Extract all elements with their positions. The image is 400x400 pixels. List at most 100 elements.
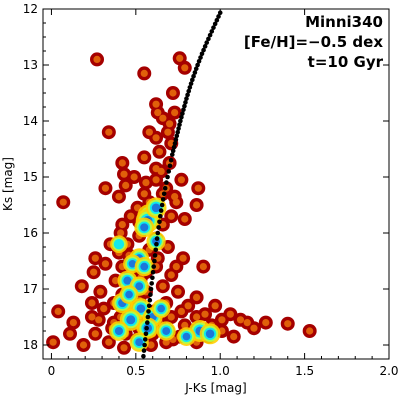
star-point-core (93, 55, 101, 64)
star-point-core (101, 184, 110, 192)
star-point-core (164, 243, 172, 251)
star-point-core (91, 330, 99, 338)
isochrone-point (187, 85, 193, 90)
y-tick-label: 14 (23, 114, 38, 128)
star-point-core (155, 148, 164, 156)
star-point-core (177, 307, 185, 315)
star-point-core (122, 181, 130, 189)
isochrone-point (148, 286, 154, 292)
star-point-core (130, 173, 138, 181)
star-point-core (171, 193, 179, 201)
star-point-core (100, 305, 108, 313)
star-point-core (69, 319, 77, 327)
y-tick-label: 13 (23, 58, 38, 72)
isochrone-point (182, 103, 187, 109)
x-tick-label: 1.5 (295, 364, 314, 378)
star-point-core (181, 64, 189, 72)
y-tick-label: 18 (23, 338, 38, 352)
isochrone-point (150, 269, 156, 275)
isochrone-point (155, 230, 161, 236)
isochrone-point (177, 122, 182, 128)
isochrone-point (171, 144, 177, 150)
isochrone-point (199, 51, 205, 57)
star-point-core (181, 215, 189, 223)
isochrone-point (180, 111, 185, 116)
star-point-core (164, 128, 172, 136)
star-point-core (159, 114, 167, 122)
star-point-core (105, 338, 113, 346)
star-point-core (66, 330, 74, 338)
isochrone-point (168, 157, 174, 163)
density-clump (135, 338, 144, 347)
star-point-core (192, 293, 201, 301)
density-clump (151, 203, 161, 213)
star-point-core (101, 260, 110, 268)
axis-ticks: 0 0.5 1.0 1.5 2.0 12 13 14 15 16 17 18 (23, 2, 399, 378)
density-clump (162, 327, 171, 335)
isochrone-point (151, 264, 157, 269)
star-point-core (236, 316, 245, 324)
star-point-core (117, 229, 125, 237)
star-point-core (169, 89, 177, 97)
density-clump (123, 276, 132, 285)
isochrone-point (184, 96, 189, 101)
star-point-core (157, 167, 165, 175)
x-axis-label: J-Ks [mag] (184, 381, 246, 395)
star-point-core (172, 198, 180, 206)
star-point-core (88, 299, 96, 307)
isochrone-point (146, 309, 151, 314)
isochrone-point (190, 77, 195, 83)
annotation-age: t=10 Gyr (308, 53, 384, 71)
density-clump (157, 304, 165, 313)
isochrone-point (181, 107, 186, 113)
isochrone-point (148, 292, 153, 297)
isochrone-point (178, 118, 183, 124)
y-axis-label: Ks [mag] (1, 157, 15, 211)
isochrone-point (206, 36, 211, 42)
star-point-core (159, 282, 167, 290)
star-point-core (140, 190, 148, 198)
x-tick-label: 2.0 (379, 364, 398, 378)
isochrone-point (175, 129, 180, 135)
star-point-core (96, 288, 104, 296)
isochrone-point (169, 152, 175, 157)
star-point-core (201, 310, 209, 318)
isochrone-point (157, 219, 162, 225)
isochrone-point (156, 225, 161, 230)
isochrone-point (176, 126, 181, 131)
x-tick-label: 1.0 (211, 364, 230, 378)
isochrone-point (162, 185, 168, 191)
density-clump (205, 329, 215, 339)
isochrone-point (214, 17, 220, 23)
star-point-core (181, 321, 189, 329)
plot-frame (42, 8, 390, 360)
isochrone-point (204, 40, 210, 45)
isochrone-point (211, 25, 216, 30)
annotation-cluster-name: Minni340 (305, 13, 383, 31)
isochrone-point (209, 29, 215, 34)
isochrone-point (154, 236, 160, 241)
star-point-core (140, 69, 148, 77)
star-point-core (111, 277, 120, 285)
density-clump (182, 332, 191, 341)
isochrone-point (216, 14, 221, 19)
star-point-core (145, 128, 153, 136)
star-point-core (174, 288, 182, 296)
isochrone-point (207, 32, 213, 38)
isochrone-point (183, 100, 188, 105)
isochrone-point (167, 163, 173, 169)
isochrone-point (141, 348, 147, 353)
density-clump (125, 290, 133, 299)
star-point-core (147, 341, 155, 349)
star-point-core (218, 316, 226, 324)
isochrone-point (201, 47, 206, 53)
isochrone-point (165, 174, 170, 180)
star-point-core (59, 198, 67, 206)
isochrone-point (154, 241, 159, 247)
density-clump (140, 262, 149, 271)
star-point-core (165, 120, 174, 128)
isochrone-point (143, 331, 149, 337)
star-point-core (78, 282, 86, 290)
isochrone-point (141, 353, 146, 359)
